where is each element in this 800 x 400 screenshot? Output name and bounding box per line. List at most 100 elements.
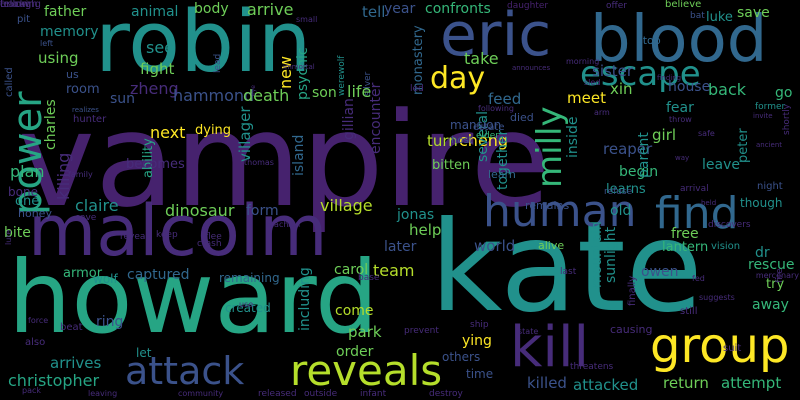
word-keep: keep [156, 230, 178, 240]
word-let: let [136, 346, 152, 360]
word-former: former [755, 102, 786, 112]
word-begin: begin [619, 164, 659, 180]
word-offer: offer [606, 1, 627, 11]
word-reach: reach [266, 220, 289, 229]
word-ring: ring [96, 314, 124, 330]
word-dying: dying [195, 123, 232, 138]
word-world: world [474, 237, 516, 255]
word-body: body [194, 1, 229, 17]
word-girl: girl [652, 126, 677, 144]
word-time: time [466, 367, 494, 381]
word-take: take [464, 49, 499, 68]
word-carol: carol [334, 262, 369, 278]
word-christopher: christopher [8, 371, 100, 390]
word-island: island [291, 134, 307, 176]
word-father: father [44, 4, 87, 20]
word-believe: believe [665, 0, 702, 10]
word-suit: suit [723, 343, 742, 354]
word-immortal: immortal [283, 63, 315, 71]
word-find: find [655, 188, 739, 239]
word-reveal: reveal [120, 232, 148, 242]
word-villager: villager [236, 106, 254, 163]
word-robin: robin [95, 0, 312, 92]
word-bitten: bitten [432, 158, 471, 173]
word-crash: crash [197, 239, 222, 249]
word-becomes: becomes [126, 157, 185, 172]
word-village: village [320, 196, 373, 215]
word-psychic: psychic [295, 47, 311, 100]
word-away: away [752, 297, 789, 313]
word-meet: meet [567, 89, 606, 107]
word-go: go [775, 85, 793, 101]
word-owen: owen [641, 264, 679, 280]
word-small: small [296, 15, 318, 24]
word-see: see [146, 38, 175, 57]
word-hunter: hunter [73, 114, 107, 125]
word-left: left [40, 39, 53, 48]
word-animal: animal [131, 4, 179, 20]
word-refuse: refuse [604, 187, 633, 197]
word-leaving: leaving [88, 389, 118, 398]
word-cave: cave [75, 213, 97, 223]
word-outside: outside [304, 389, 338, 399]
word-rescue: rescue [748, 257, 795, 273]
word-try: try [766, 277, 785, 292]
word-peter: peter [736, 128, 751, 163]
word-encounter: encounter [368, 82, 384, 154]
word-held: held [701, 199, 717, 207]
word-death: death [243, 86, 290, 105]
word-finally: finally [627, 275, 638, 306]
word-back: back [708, 80, 747, 99]
word-tell: tell [362, 3, 386, 21]
word-throw: throw [669, 115, 692, 124]
word-werewolf: werewolf [337, 55, 347, 96]
word-escape: escape [580, 54, 701, 94]
word-others: others [442, 350, 481, 364]
word-discovers: discovers [708, 220, 751, 230]
word-causing: causing [610, 323, 653, 336]
word-threatens: threatens [570, 362, 614, 372]
word-pack: pack [22, 386, 42, 395]
word-suggests: suggests [699, 293, 735, 302]
word-zheng: zheng [130, 79, 179, 98]
word-howard: howard [8, 239, 379, 356]
word-team: team [373, 261, 415, 280]
word-lure: lure [4, 229, 13, 245]
word-vision: vision [711, 241, 741, 252]
word-new: new [276, 55, 295, 89]
word-plan: plan [10, 162, 45, 181]
word-turn: turn [427, 132, 458, 150]
word-eric: eric [440, 0, 552, 70]
word-hammond: hammond [173, 86, 255, 105]
word-thomas: thomas [244, 158, 274, 167]
word-called: called [4, 67, 15, 97]
word-last: last [560, 267, 577, 277]
word-finding: finding [657, 74, 682, 82]
word-cheng: cheng [459, 131, 509, 150]
word-form: form [246, 203, 279, 219]
word-arrives: arrives [50, 354, 102, 372]
word-save: save [737, 5, 770, 21]
word-still: still [680, 306, 698, 317]
word-armor: armor [63, 266, 103, 281]
word-mansion: mansion [450, 118, 502, 132]
word-year: year [384, 1, 416, 17]
word-realizes: realizes [72, 106, 99, 114]
word-community: community [178, 389, 224, 398]
word-also: also [25, 337, 46, 348]
word-sister: sister [592, 62, 634, 80]
word-attack: attack [125, 349, 245, 393]
word-lead: lead [213, 53, 223, 73]
word-mercenary: mercenary [755, 271, 799, 280]
word-park: park [348, 323, 382, 341]
word-daughter: daughter [507, 1, 549, 11]
word-learns: learns [606, 182, 646, 197]
word-host: host [451, 135, 473, 146]
word-beat: beat [60, 322, 83, 333]
word-fellow: fellow [0, 0, 30, 10]
word-honey: honey [18, 207, 52, 220]
word-alive: alive [538, 239, 565, 252]
word-state: state [518, 327, 539, 336]
word-wolf: wolf [93, 272, 118, 286]
